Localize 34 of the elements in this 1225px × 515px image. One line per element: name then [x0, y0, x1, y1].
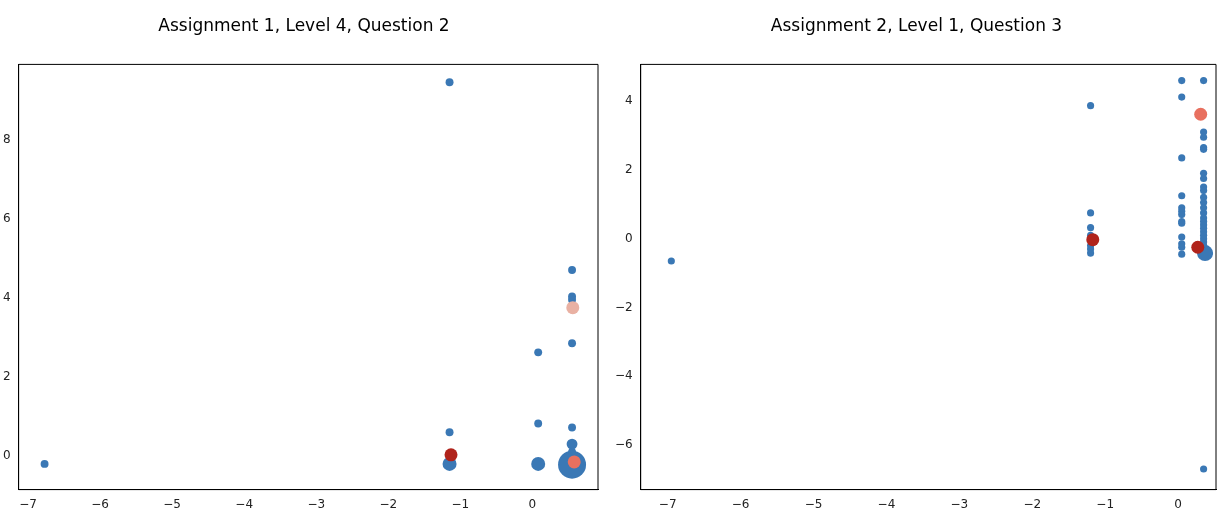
point	[1086, 233, 1100, 247]
x-tick-label: −6	[731, 496, 750, 511]
x-tick-label: −2	[1023, 496, 1042, 511]
y-tick-label: 0	[2, 448, 11, 463]
y-tick-label: 2	[625, 162, 633, 177]
x-tick-label: −3	[307, 496, 326, 511]
x-tick-label: −6	[91, 496, 109, 511]
y-tick-label: −4	[614, 368, 633, 383]
x-tick-label: −7	[19, 496, 37, 511]
point	[566, 301, 580, 315]
x-tick-label: −1	[451, 496, 470, 511]
chart-title: Assignment 1, Level 4, Question 2	[158, 14, 450, 35]
point	[1191, 240, 1205, 254]
point	[1194, 107, 1208, 121]
y-tick-label: 6	[2, 210, 11, 225]
y-tick-label: −2	[614, 299, 633, 314]
x-tick-label: −1	[1096, 496, 1115, 511]
x-tick-label: 0	[1174, 496, 1182, 511]
x-tick-label: −2	[379, 496, 398, 511]
y-tick-label: 4	[625, 93, 633, 108]
y-tick-label: 8	[2, 131, 11, 146]
x-tick-label: −4	[877, 496, 896, 511]
x-tick-label: −4	[235, 496, 254, 511]
x-tick-label: 0	[528, 496, 537, 511]
y-tick-label: 2	[2, 369, 11, 383]
point	[444, 448, 458, 462]
chart-title: Assignment 2, Level 1, Question 3	[770, 14, 1063, 35]
y-tick-label: −6	[614, 437, 633, 452]
y-tick-label: 4	[2, 289, 11, 304]
x-tick-label: −7	[658, 496, 677, 511]
x-tick-label: −3	[950, 496, 969, 511]
y-tick-label: 0	[625, 230, 633, 245]
x-tick-label: −5	[804, 496, 823, 511]
x-tick-label: −5	[163, 496, 181, 511]
